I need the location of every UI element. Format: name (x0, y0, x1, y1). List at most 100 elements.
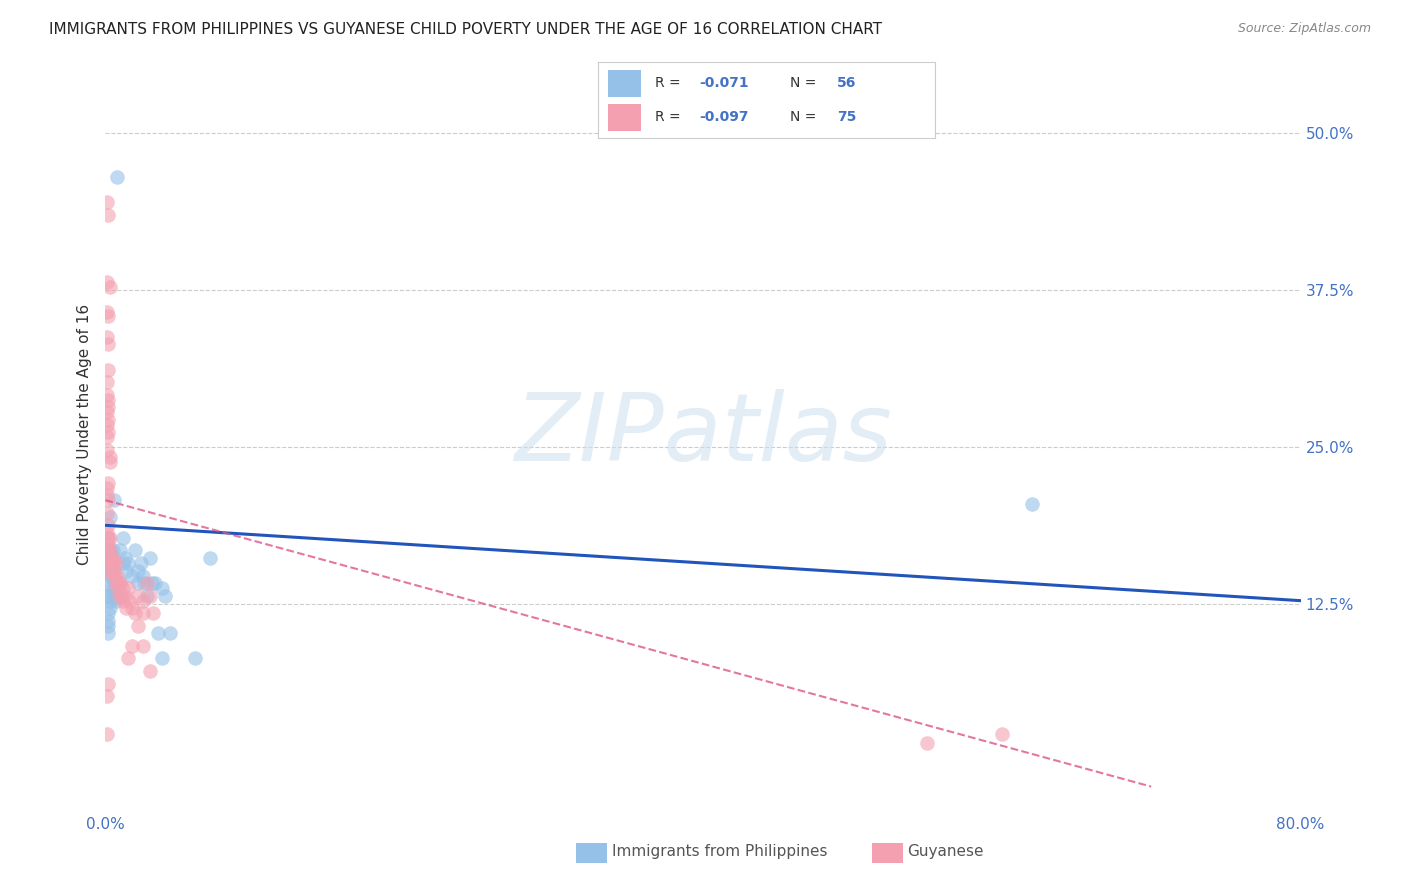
Point (96, 525, 118, 540)
Point (96, 564, 118, 578)
Text: Source: ZipAtlas.com: Source: ZipAtlas.com (1237, 22, 1371, 36)
Point (98, 509, 121, 524)
Point (103, 589, 125, 603)
Point (96, 506, 118, 520)
Point (96, 387, 118, 401)
Point (101, 556, 124, 570)
Text: 75: 75 (837, 110, 856, 124)
Point (117, 556, 139, 570)
Text: 56: 56 (837, 76, 856, 90)
Point (98, 531, 121, 545)
Point (121, 639, 143, 653)
Point (134, 576, 156, 591)
Point (98, 279, 121, 293)
Point (96, 375, 118, 389)
Text: Guyanese: Guyanese (907, 845, 983, 859)
Point (117, 651, 139, 665)
Point (97, 401, 120, 415)
Point (111, 589, 134, 603)
Point (96, 481, 118, 495)
Point (101, 551, 124, 566)
Point (96, 304, 118, 318)
Point (121, 601, 143, 615)
Text: R =: R = (655, 110, 685, 124)
Text: -0.097: -0.097 (699, 110, 748, 124)
Point (96, 543, 118, 558)
Point (97, 619, 120, 633)
Point (132, 593, 155, 607)
Point (112, 556, 135, 570)
Point (98, 551, 121, 566)
Text: Immigrants from Philippines: Immigrants from Philippines (612, 845, 827, 859)
Point (104, 576, 127, 591)
Point (98, 601, 121, 615)
Point (159, 626, 181, 640)
Point (136, 589, 159, 603)
Point (124, 606, 146, 620)
Point (132, 639, 155, 653)
Point (96, 430, 118, 444)
Point (97, 425, 120, 440)
Point (103, 568, 125, 582)
Point (97, 392, 120, 407)
Point (100, 564, 122, 578)
Point (96, 727, 118, 741)
Point (97, 309, 120, 323)
Text: -0.071: -0.071 (699, 76, 748, 90)
Point (96, 405, 118, 419)
Point (112, 531, 135, 545)
Point (107, 581, 129, 595)
Point (98, 450, 121, 465)
Point (97, 413, 120, 427)
Point (100, 556, 122, 570)
Point (97, 614, 120, 628)
Point (142, 606, 165, 620)
Point (127, 564, 149, 578)
Text: IMMIGRANTS FROM PHILIPPINES VS GUYANESE CHILD POVERTY UNDER THE AGE OF 16 CORREL: IMMIGRANTS FROM PHILIPPINES VS GUYANESE … (49, 22, 883, 37)
Point (98, 593, 121, 607)
Point (96, 488, 118, 502)
Point (97, 556, 120, 570)
Point (108, 576, 131, 591)
Y-axis label: Child Poverty Under the Age of 16: Child Poverty Under the Age of 16 (77, 304, 93, 566)
Point (100, 559, 122, 574)
Point (132, 606, 155, 620)
Point (101, 564, 124, 578)
Point (132, 568, 155, 582)
Point (98, 556, 121, 570)
Point (103, 493, 125, 508)
Point (97, 208, 120, 222)
Point (97, 493, 120, 508)
Point (98, 568, 121, 582)
Point (100, 568, 122, 582)
Point (127, 576, 149, 591)
Point (110, 543, 132, 558)
Point (107, 170, 129, 185)
Point (97, 362, 120, 376)
Point (96, 689, 118, 703)
Point (104, 556, 127, 570)
Point (108, 589, 131, 603)
Point (97, 589, 120, 603)
Point (150, 581, 173, 595)
Point (97, 518, 120, 533)
Bar (607, 104, 641, 130)
Point (98, 455, 121, 469)
Point (141, 576, 163, 591)
Point (139, 664, 162, 678)
Point (96, 551, 118, 566)
Point (98, 581, 121, 595)
Point (115, 564, 138, 578)
Point (97, 538, 120, 552)
Point (97, 576, 120, 591)
Point (114, 589, 136, 603)
Point (107, 568, 129, 582)
Point (97, 606, 120, 620)
Point (98, 556, 121, 570)
Point (112, 593, 135, 607)
Text: ZIPatlas: ZIPatlas (515, 389, 891, 481)
Point (96, 442, 118, 457)
Point (139, 551, 162, 566)
Point (100, 551, 122, 566)
Point (97, 531, 120, 545)
